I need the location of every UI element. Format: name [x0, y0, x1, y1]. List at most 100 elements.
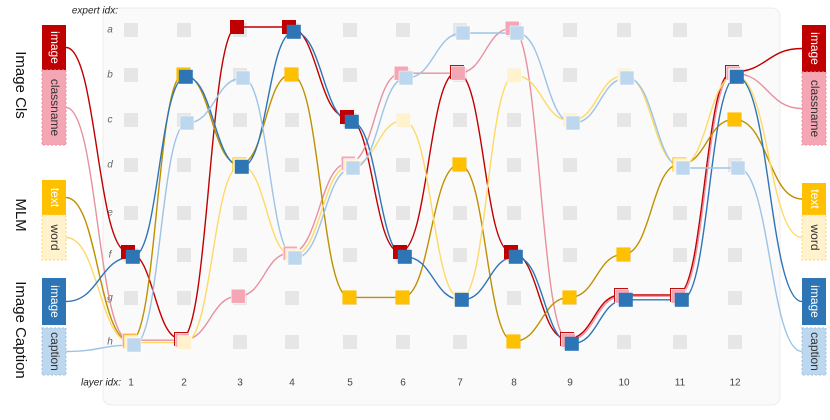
expert-node: [179, 115, 195, 131]
expert-label: a: [107, 25, 113, 36]
expert-slot: [177, 23, 191, 37]
token-label: classname: [808, 80, 822, 138]
expert-slot: [233, 248, 247, 262]
expert-node: [178, 69, 193, 84]
expert-node: [452, 157, 467, 172]
expert-node: [177, 335, 192, 350]
token-label: word: [808, 223, 822, 250]
expert-label: d: [107, 160, 113, 171]
expert-slot: [343, 248, 357, 262]
expert-slot: [617, 206, 631, 220]
token-label: caption: [48, 332, 62, 371]
expert-slot: [124, 291, 138, 305]
layer-label: 4: [289, 378, 295, 389]
expert-label: g: [107, 293, 113, 304]
token-box: [42, 25, 66, 70]
expert-slot: [177, 158, 191, 172]
expert-node: [397, 249, 412, 264]
expert-slot: [728, 248, 742, 262]
expert-node: [565, 115, 581, 131]
expert-node: [126, 337, 142, 353]
expert-slot: [453, 206, 467, 220]
layer-label: 7: [457, 378, 463, 389]
expert-slot: [728, 291, 742, 305]
expert-axis-label: expert idx:: [72, 6, 118, 17]
expert-node: [674, 292, 689, 307]
token-box: [41, 69, 67, 146]
expert-slot: [673, 335, 687, 349]
expert-slot: [233, 113, 247, 127]
expert-slot: [673, 248, 687, 262]
expert-label: b: [107, 70, 113, 81]
expert-node: [230, 20, 244, 34]
layer-label: 12: [729, 378, 741, 389]
expert-slot: [124, 158, 138, 172]
expert-slot: [343, 23, 357, 37]
expert-slot: [233, 335, 247, 349]
layer-label: 2: [181, 378, 187, 389]
expert-node: [619, 70, 635, 86]
expert-node: [507, 68, 522, 83]
expert-node: [455, 25, 471, 41]
expert-slot: [673, 68, 687, 82]
token-label: image: [808, 285, 822, 318]
expert-slot: [563, 23, 577, 37]
expert-node: [730, 160, 746, 176]
expert-label: c: [108, 115, 113, 126]
layer-label: 6: [400, 378, 406, 389]
expert-node: [287, 250, 303, 266]
token-label: image: [48, 285, 62, 318]
token-label: image: [48, 31, 62, 64]
token-box: [801, 214, 827, 261]
token-box: [41, 327, 67, 376]
layer-label: 11: [675, 378, 686, 389]
layer-label: 10: [618, 378, 630, 389]
expert-slot: [285, 206, 299, 220]
expert-node: [506, 334, 521, 349]
expert-node: [618, 292, 633, 307]
expert-slot: [563, 248, 577, 262]
expert-node: [284, 67, 299, 82]
token-box: [801, 327, 827, 376]
expert-slot: [177, 248, 191, 262]
expert-node: [395, 290, 410, 305]
expert-slot: [233, 206, 247, 220]
expert-node: [342, 290, 357, 305]
expert-node: [234, 159, 249, 174]
expert-slot: [124, 113, 138, 127]
expert-node: [286, 24, 301, 39]
layer-label: 5: [347, 378, 353, 389]
token-box: [42, 180, 66, 215]
expert-slot: [343, 68, 357, 82]
expert-node: [344, 114, 359, 129]
expert-slot: [563, 68, 577, 82]
layer-label: 9: [567, 378, 573, 389]
task-label: MLM: [12, 198, 29, 231]
token-label: caption: [808, 332, 822, 371]
expert-node: [729, 69, 744, 84]
expert-node: [396, 113, 411, 128]
expert-label: e: [107, 208, 113, 219]
token-box: [801, 71, 827, 146]
token-box: [802, 25, 826, 72]
expert-slot: [507, 206, 521, 220]
expert-slot: [673, 23, 687, 37]
expert-slot: [285, 158, 299, 172]
token-label: image: [808, 32, 822, 65]
expert-slot: [343, 335, 357, 349]
expert-node: [675, 160, 691, 176]
expert-node: [616, 247, 631, 262]
token-label: text: [808, 189, 822, 209]
expert-slot: [507, 291, 521, 305]
expert-slot: [285, 335, 299, 349]
expert-node: [235, 70, 251, 86]
expert-node: [562, 290, 577, 305]
expert-slot: [177, 291, 191, 305]
expert-label: f: [109, 250, 113, 261]
expert-slot: [396, 158, 410, 172]
layer-label: 3: [237, 378, 243, 389]
expert-node: [345, 160, 361, 176]
expert-node: [125, 249, 140, 264]
expert-slot: [617, 23, 631, 37]
